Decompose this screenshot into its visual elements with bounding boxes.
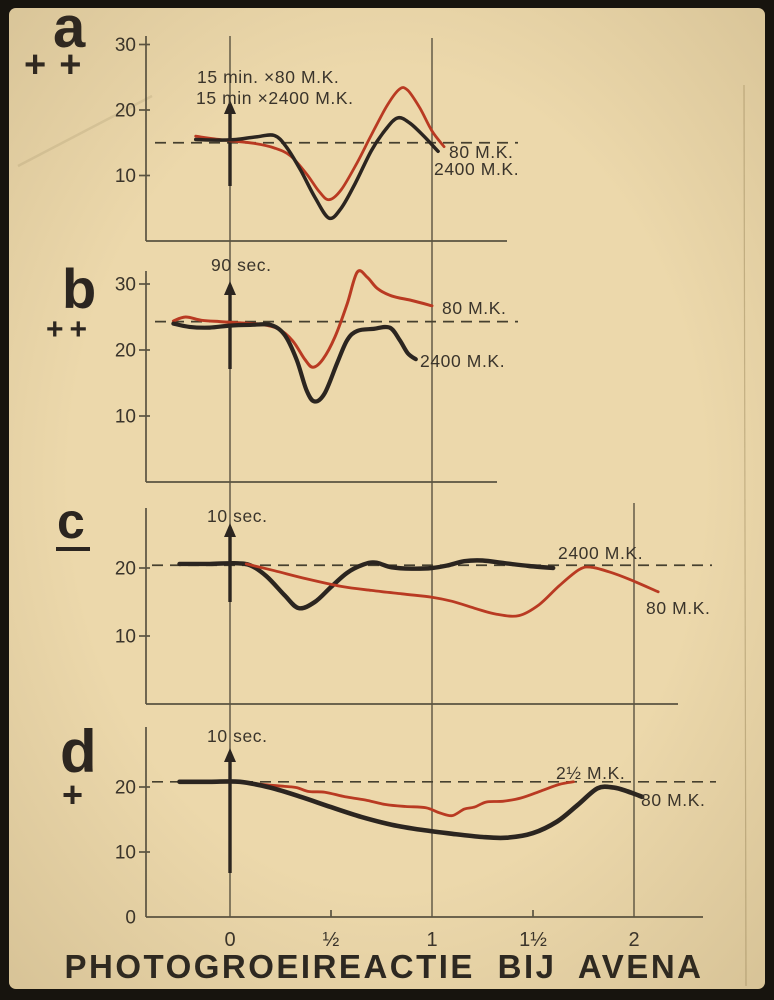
vignette-overlay xyxy=(9,8,765,989)
